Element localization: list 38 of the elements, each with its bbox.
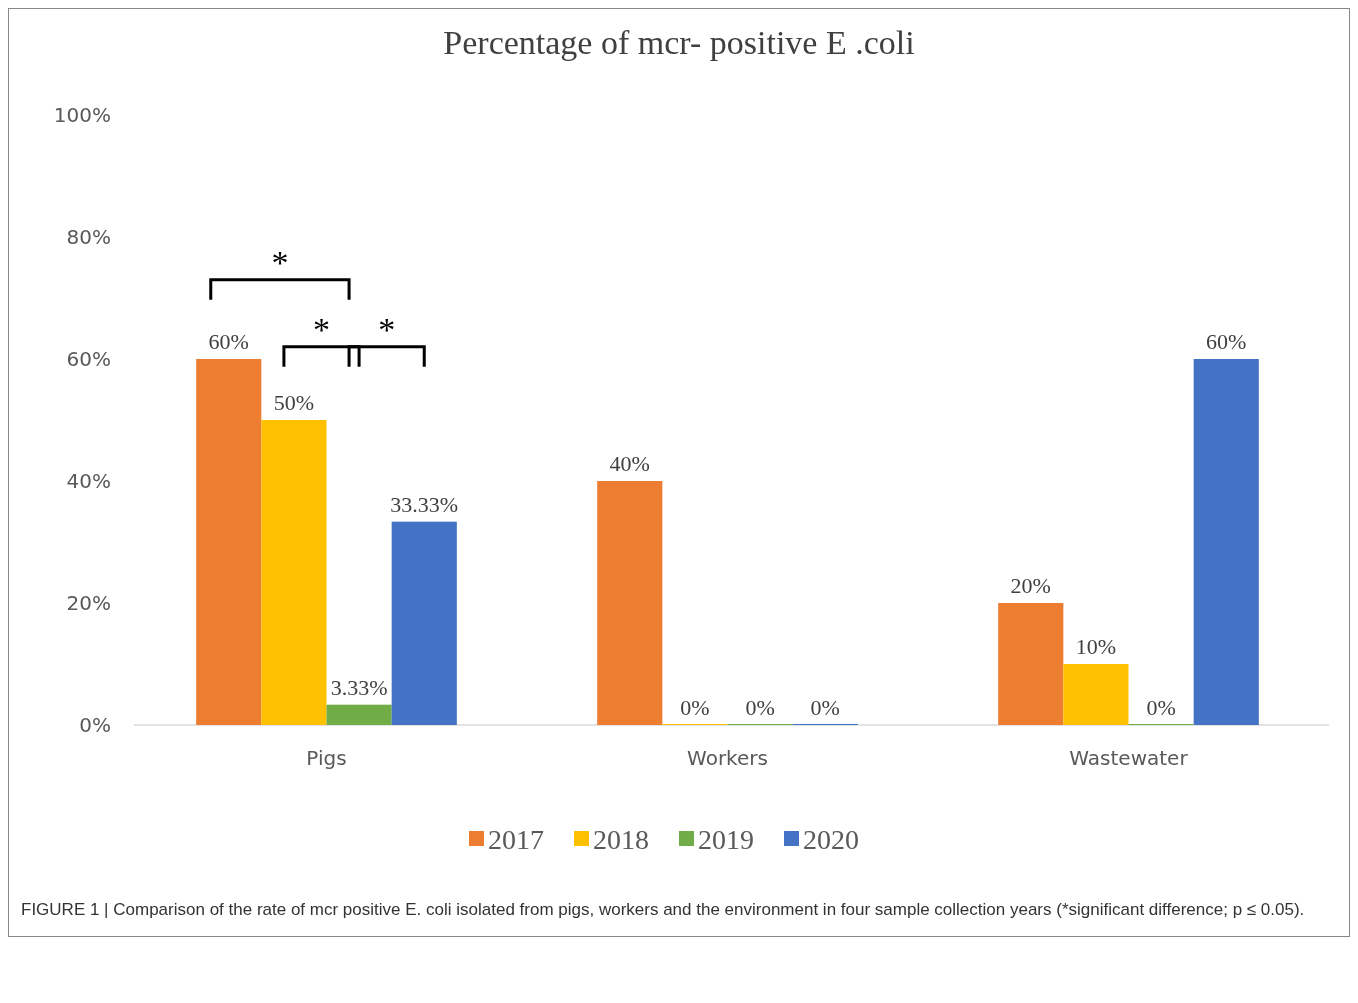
data-label: 10% <box>1075 634 1117 659</box>
y-tick-label: 80% <box>66 225 111 249</box>
legend-label: 2019 <box>698 823 754 855</box>
chart-title: Percentage of mcr- positive E .coli <box>443 24 915 61</box>
data-label: 20% <box>1010 573 1051 598</box>
bar <box>391 521 457 725</box>
data-label: 33.33% <box>390 491 459 517</box>
y-tick-label: 100% <box>53 103 111 127</box>
annotation: * <box>378 310 396 348</box>
y-tick-label: 40% <box>66 469 111 493</box>
bar <box>1193 359 1259 725</box>
y-tick-label: 20% <box>66 591 111 615</box>
y-tick-label: 0% <box>79 713 111 737</box>
x-tick-label: Wastewater <box>1069 746 1189 770</box>
x-tick-label: Pigs <box>306 746 347 770</box>
x-tick-label: Workers <box>687 746 768 770</box>
data-label: 50% <box>273 390 315 415</box>
bar <box>196 359 262 725</box>
data-label: 0% <box>810 695 840 720</box>
data-label: 3.33% <box>330 674 388 700</box>
legend-label: 2020 <box>803 823 859 855</box>
bar <box>1063 664 1129 725</box>
legend-label: 2017 <box>488 823 544 855</box>
data-label: 60% <box>208 329 249 354</box>
data-label: 60% <box>1206 329 1247 354</box>
data-label: 0% <box>745 695 775 720</box>
annotation: * <box>271 243 289 281</box>
caption: FIGURE 1 | Comparison of the rate of mcr positive E. coli isolated from pigs, workers and the environment in four sample collection years (*significant difference; p ≤ 0.05). <box>20 899 1306 921</box>
data-label: 40% <box>609 451 650 476</box>
data-label: 0% <box>1146 695 1176 720</box>
legend-label: 2018 <box>593 823 649 855</box>
bar <box>261 420 327 725</box>
data-label: 0% <box>680 695 710 720</box>
bar <box>326 704 392 725</box>
y-tick-label: 60% <box>66 347 111 371</box>
annotation: * <box>313 310 330 348</box>
bar <box>597 481 663 725</box>
bar <box>998 603 1064 725</box>
